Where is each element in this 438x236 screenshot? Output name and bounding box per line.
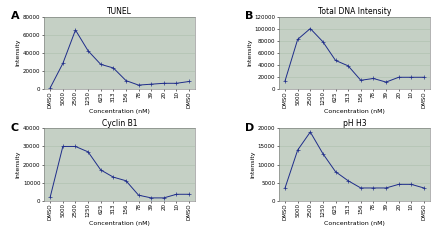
Y-axis label: Intensity: Intensity — [16, 151, 21, 178]
Text: D: D — [245, 123, 254, 133]
X-axis label: Concentration (nM): Concentration (nM) — [323, 221, 384, 226]
Title: pH H3: pH H3 — [342, 119, 365, 128]
Text: B: B — [245, 11, 253, 21]
Y-axis label: Intensity: Intensity — [247, 39, 251, 66]
X-axis label: Concentration (nM): Concentration (nM) — [89, 110, 150, 114]
Text: A: A — [11, 11, 19, 21]
Title: Total DNA Intensity: Total DNA Intensity — [317, 7, 390, 16]
Title: Cyclin B1: Cyclin B1 — [102, 119, 137, 128]
Y-axis label: Intensity: Intensity — [16, 39, 21, 66]
Y-axis label: Intensity: Intensity — [250, 151, 255, 178]
Title: TUNEL: TUNEL — [107, 7, 132, 16]
X-axis label: Concentration (nM): Concentration (nM) — [89, 221, 150, 226]
Text: C: C — [11, 123, 19, 133]
X-axis label: Concentration (nM): Concentration (nM) — [323, 110, 384, 114]
